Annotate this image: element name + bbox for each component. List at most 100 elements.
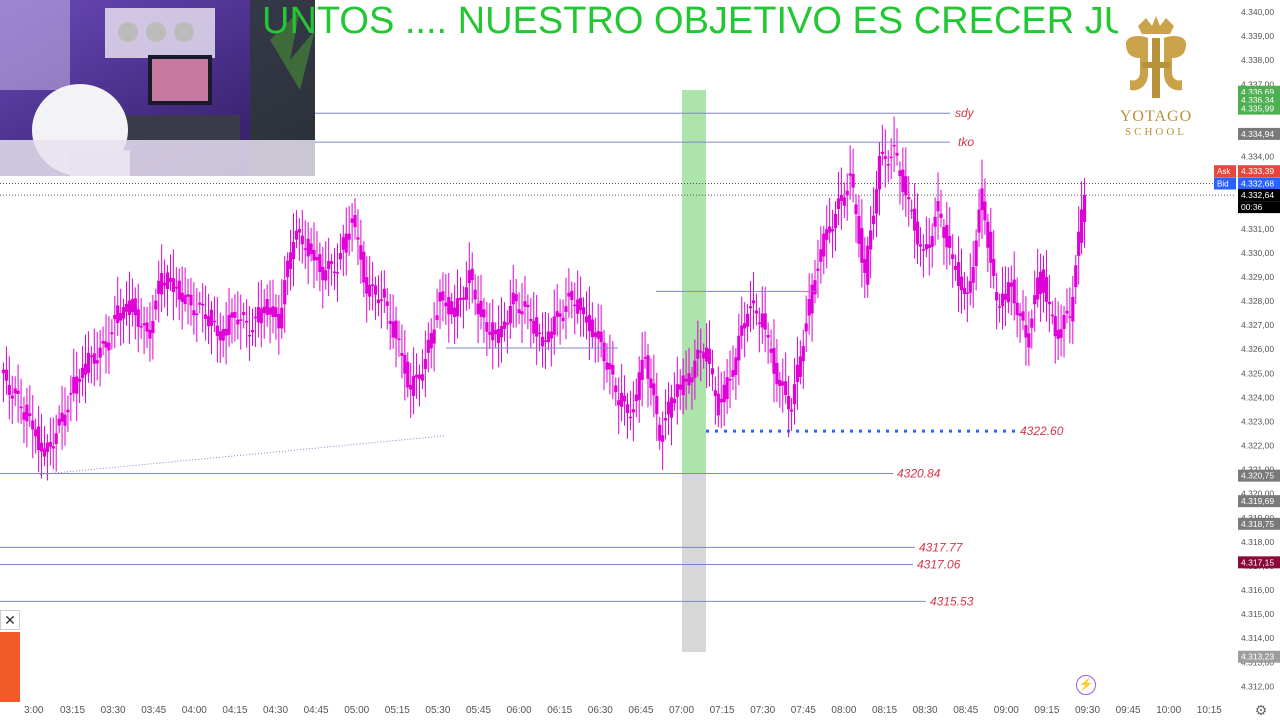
candle-body <box>526 304 530 308</box>
candle-body <box>212 320 217 323</box>
candle-body <box>168 277 173 282</box>
candle-body <box>470 268 474 280</box>
time-tick-label: 03:15 <box>60 705 85 716</box>
candle-body <box>921 249 925 251</box>
candle-body <box>789 409 794 412</box>
candle-body <box>277 313 281 329</box>
candle-body <box>593 332 597 337</box>
candle-body <box>236 319 240 325</box>
candle-body <box>499 326 504 338</box>
price-badge-label: 4.334,94 <box>1241 129 1274 139</box>
candle-body <box>570 290 574 300</box>
candle-body <box>848 173 852 176</box>
price-tick-label: 4.312,00 <box>1241 681 1274 691</box>
time-tick-label: 06:15 <box>547 705 572 716</box>
candle-body <box>119 313 123 321</box>
candle-body <box>1012 279 1016 304</box>
candle-body <box>652 383 656 396</box>
candle-body <box>75 376 79 394</box>
candle-body <box>183 295 187 305</box>
candle-body <box>854 204 858 215</box>
candle-body <box>1036 277 1040 300</box>
candle-body <box>157 280 161 294</box>
candle-body <box>1038 271 1043 294</box>
price-tick-label: 4.327,00 <box>1241 320 1274 330</box>
candle-body <box>224 328 228 336</box>
candle-body <box>204 314 208 319</box>
grey-zone <box>682 473 706 652</box>
price-badge <box>1238 495 1280 508</box>
candle-body <box>300 235 304 245</box>
candle-body <box>983 201 987 221</box>
candle-body <box>1050 314 1054 317</box>
logo-name: YOTAGO <box>1119 108 1193 125</box>
time-tick-label: 10:15 <box>1197 705 1222 716</box>
candle-body <box>508 305 512 324</box>
price-badge <box>1238 469 1280 482</box>
candle-body <box>775 362 779 385</box>
candle-body <box>145 322 149 332</box>
price-badge-label: 4.319,69 <box>1241 496 1274 506</box>
candle-body <box>514 294 518 302</box>
candle-body <box>409 384 413 390</box>
candle-body <box>529 318 533 322</box>
candle-body <box>262 306 266 314</box>
candle-body <box>558 313 562 317</box>
side-tab[interactable] <box>0 632 20 702</box>
price-badge <box>1238 102 1280 115</box>
candle-body <box>356 237 360 240</box>
candle-body <box>22 412 26 420</box>
price-badge <box>1238 189 1280 202</box>
candle-body <box>25 404 29 422</box>
scrolling-ticker: UNTOS .... NUESTRO OBJETIVO ES CRECER JU <box>262 0 1118 42</box>
time-tick-label: 07:30 <box>750 705 775 716</box>
candle-body <box>332 271 337 274</box>
candle-body <box>464 287 468 300</box>
candle-body <box>602 342 606 362</box>
settings-gear-icon[interactable]: ⚙ <box>1254 702 1268 718</box>
candle-body <box>643 357 647 359</box>
candle-body <box>385 301 389 306</box>
price-tick-label: 4.330,00 <box>1241 248 1274 258</box>
lightning-icon[interactable]: ⚡ <box>1076 675 1096 695</box>
candle-body <box>303 248 307 250</box>
price-tick-label: 4.331,00 <box>1241 224 1274 234</box>
candle-body <box>1053 316 1057 337</box>
candle-body <box>420 374 425 381</box>
candle-body <box>804 323 808 332</box>
candle-body <box>637 372 641 400</box>
candle-body <box>734 357 738 375</box>
candle-body <box>857 216 861 244</box>
candle-body <box>327 261 331 269</box>
candle-body <box>476 303 480 315</box>
price-tick-label: 4.325,00 <box>1241 368 1274 378</box>
candle-body <box>444 302 448 307</box>
candle-body <box>78 378 82 382</box>
candle-body <box>151 321 155 334</box>
time-tick-label: 09:15 <box>1034 705 1059 716</box>
candle-body <box>792 384 797 405</box>
candle-body <box>830 229 835 232</box>
candle-body <box>250 330 255 333</box>
candle-body <box>948 236 952 248</box>
candle-body <box>209 309 214 326</box>
time-tick-label: 05:15 <box>385 705 410 716</box>
candle-body <box>329 261 334 264</box>
candle-body <box>886 163 890 166</box>
candle-body <box>989 231 993 263</box>
candle-body <box>713 390 717 396</box>
time-tick-label: 06:00 <box>507 705 532 716</box>
candle-body <box>839 195 843 201</box>
candle-body <box>871 215 876 225</box>
candle-body <box>353 215 357 228</box>
price-tick-label: 4.322,00 <box>1241 441 1274 451</box>
candle-body <box>1018 313 1022 317</box>
price-tick-label: 4.315,00 <box>1241 609 1274 619</box>
candle-body <box>825 229 829 240</box>
price-badge-label: 4.336,69 <box>1241 87 1274 97</box>
close-icon[interactable]: ✕ <box>0 610 20 630</box>
candle-body <box>10 395 14 399</box>
candle-body <box>681 375 685 396</box>
candle-body <box>347 233 351 240</box>
time-tick-label: 03:45 <box>141 705 166 716</box>
